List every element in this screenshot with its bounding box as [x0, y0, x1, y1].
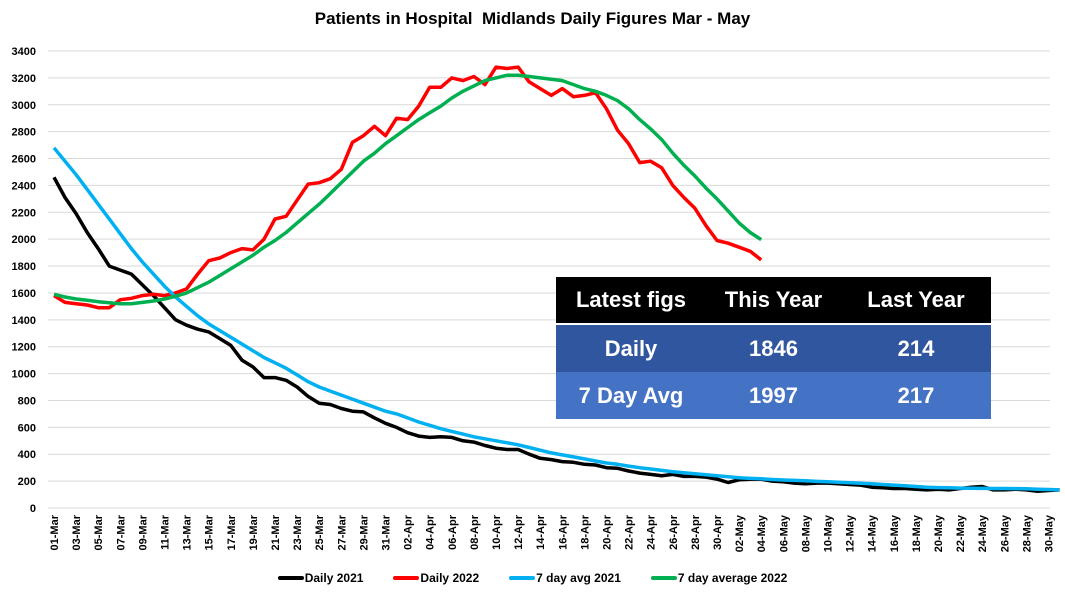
x-tick-label: 24-May: [977, 514, 989, 552]
series-line-7-day-avg-2021: [52, 146, 1060, 492]
x-tick-label: 07-Mar: [115, 514, 127, 550]
x-tick-label: 14-May: [867, 514, 879, 552]
y-tick-label: 3400: [12, 46, 36, 58]
x-tick-label: 18-May: [911, 514, 923, 552]
y-tick-label: 1800: [12, 261, 36, 273]
x-tick-label: 30-Apr: [712, 514, 724, 550]
legend-label: Daily 2022: [420, 571, 480, 585]
last-year-value: 217: [897, 382, 935, 408]
x-tick-label: 11-Mar: [160, 514, 172, 550]
x-tick-label: 15-Mar: [204, 514, 216, 550]
x-tick-label: 30-May: [1044, 514, 1056, 552]
x-tick-label: 10-May: [823, 514, 835, 552]
legend-item-7day-2022: 7 day average 2022: [650, 571, 788, 585]
row-label: 7 Day Avg: [578, 382, 684, 408]
series-line-daily-2021: [52, 176, 1060, 493]
chart-legend: Daily 2021 Daily 2022 7 day avg 2021 7 d…: [0, 571, 1065, 585]
header-last-year: Last Year: [867, 287, 965, 312]
x-tick-label: 06-Apr: [447, 514, 459, 550]
x-tick-label: 06-May: [778, 514, 790, 552]
x-tick-label: 26-May: [999, 514, 1011, 552]
y-tick-label: 3000: [12, 100, 36, 112]
y-tick-label: 600: [18, 422, 36, 434]
y-tick-label: 1000: [12, 369, 36, 381]
legend-label: 7 day average 2022: [677, 571, 788, 585]
row-label: Daily: [604, 335, 658, 361]
x-tick-label: 26-Apr: [668, 514, 680, 550]
series-line-7-day-average-2022: [53, 73, 763, 306]
this-year-value: 1846: [749, 335, 798, 361]
y-tick-label: 3200: [12, 73, 36, 85]
legend-swatch: [509, 576, 536, 580]
x-tick-label: 16-Apr: [557, 514, 569, 550]
series-line-daily-2022: [53, 65, 763, 310]
x-tick-label: 31-Mar: [381, 514, 393, 550]
y-tick-label: 2000: [12, 234, 36, 246]
x-tick-label: 01-Mar: [49, 514, 61, 550]
header-this-year: This Year: [724, 287, 823, 312]
x-tick-label: 14-Apr: [535, 514, 547, 550]
y-tick-label: 800: [18, 395, 36, 407]
chart-title: Patients in Hospital Midlands Daily Figu…: [314, 9, 751, 28]
x-tick-label: 04-May: [756, 514, 768, 552]
x-tick-label: 05-Mar: [93, 514, 105, 550]
legend-item-daily-2022: Daily 2022: [393, 571, 479, 585]
y-tick-label: 1400: [12, 315, 36, 327]
table-row-daily: Daily 1846 214: [556, 325, 991, 372]
last-year-value: 214: [897, 335, 935, 361]
x-tick-label: 02-May: [734, 514, 746, 552]
legend-label: Daily 2021: [304, 571, 364, 585]
legend-item-daily-2021: Daily 2021: [277, 571, 364, 585]
y-tick-label: 400: [18, 449, 36, 461]
x-tick-label: 09-Mar: [137, 514, 149, 550]
x-tick-label: 08-Apr: [469, 514, 481, 550]
legend-label: 7 day avg 2021: [536, 571, 621, 585]
x-tick-label: 22-May: [955, 514, 967, 552]
x-tick-label: 19-Mar: [248, 514, 260, 550]
x-tick-label: 23-Mar: [292, 514, 304, 550]
this-year-value: 1997: [749, 382, 798, 408]
x-tick-label: 12-Apr: [513, 514, 525, 550]
y-tick-label: 2600: [12, 154, 36, 166]
y-tick-label: 2800: [12, 127, 36, 139]
x-tick-label: 27-Mar: [336, 514, 348, 550]
legend-swatch: [277, 576, 304, 580]
y-tick-label: 200: [18, 476, 36, 488]
x-tick-label: 16-May: [889, 514, 901, 552]
x-tick-label: 03-Mar: [71, 514, 83, 550]
x-tick-label: 10-Apr: [491, 514, 503, 550]
x-tick-label: 24-Apr: [646, 514, 658, 550]
x-tick-label: 20-Apr: [602, 514, 614, 550]
y-tick-label: 2400: [12, 180, 36, 192]
legend-item-7day-2021: 7 day avg 2021: [509, 571, 621, 585]
legend-swatch: [393, 576, 420, 580]
x-tick-label: 13-Mar: [182, 514, 194, 550]
x-tick-label: 25-Mar: [314, 514, 326, 550]
x-tick-label: 02-Apr: [403, 514, 415, 550]
y-tick-label: 0: [30, 503, 36, 515]
x-tick-label: 17-Mar: [226, 514, 238, 550]
x-tick-label: 08-May: [800, 514, 812, 552]
x-tick-label: 04-Apr: [425, 514, 437, 550]
x-tick-label: 28-Apr: [690, 514, 702, 550]
header-latest-figs: Latest figs: [575, 287, 687, 312]
x-tick-label: 21-Mar: [270, 514, 282, 550]
latest-figures-table: Latest figs This Year Last Year Daily 18…: [556, 277, 991, 419]
y-tick-label: 2200: [12, 207, 36, 219]
x-tick-label: 18-Apr: [579, 514, 591, 550]
x-tick-label: 29-Mar: [358, 514, 370, 550]
x-tick-label: 22-Apr: [624, 514, 636, 550]
y-tick-label: 1600: [12, 288, 36, 300]
x-tick-label: 28-May: [1021, 514, 1033, 552]
table-row-7-day-avg: 7 Day Avg 1997 217: [556, 372, 991, 419]
table-header-row: Latest figs This Year Last Year: [556, 277, 991, 325]
y-tick-label: 1200: [12, 342, 36, 354]
x-tick-label: 20-May: [933, 514, 945, 552]
legend-swatch: [650, 576, 677, 580]
x-tick-label: 12-May: [845, 514, 857, 552]
